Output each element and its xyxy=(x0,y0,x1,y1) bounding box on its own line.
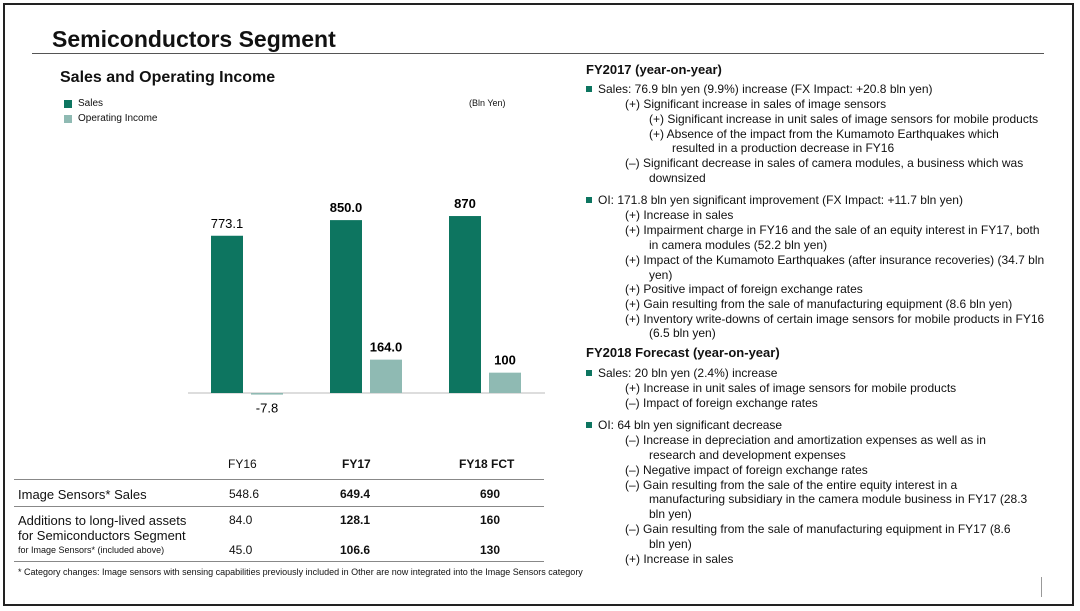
chart-unit: (Bln Yen) xyxy=(469,98,506,108)
fy2017-sales-line: (+) Significant increase in sales of ima… xyxy=(625,97,887,111)
fy2017-oi-head-text: OI: 171.8 bln yen significant improvemen… xyxy=(598,193,963,207)
row2-fy16: 84.0 xyxy=(229,513,253,527)
bullet-square-icon xyxy=(586,196,592,203)
fy2017-sales-head-text: Sales: 76.9 bln yen (9.9%) increase (FX … xyxy=(598,82,933,96)
fy2018-oi-line: bln yen) xyxy=(649,507,692,521)
row3-fy18: 130 xyxy=(480,543,501,557)
fy2018-oi-line: (+) Increase in sales xyxy=(625,552,734,566)
page-marker xyxy=(1041,577,1042,597)
table-header-fy17: FY17 xyxy=(342,457,371,471)
fy2018-oi-head: OI: 64 bln yen significant decrease xyxy=(586,418,782,432)
fy2018-oi-line: (–) Increase in depreciation and amortiz… xyxy=(625,433,986,447)
fy2018-oi-line: bln yen) xyxy=(649,537,692,551)
data-label-sales-0: 773.1 xyxy=(211,216,244,231)
bar-sales-1 xyxy=(330,220,362,393)
bullet-square-icon xyxy=(586,85,592,92)
legend-item-oi: Operating Income xyxy=(64,111,158,126)
bullet-square-icon xyxy=(586,421,592,428)
chart-legend: Sales Operating Income xyxy=(64,96,158,126)
legend-swatch-sales xyxy=(64,99,72,108)
fy2018-sales-head: Sales: 20 bln yen (2.4%) increase xyxy=(586,366,777,380)
fy2018-oi-line: (–) Gain resulting from the sale of the … xyxy=(625,478,958,492)
legend-label-oi: Operating Income xyxy=(78,113,158,124)
row2-label-line2: for Semiconductors Segment xyxy=(18,528,186,543)
row2-fy18: 160 xyxy=(480,513,501,527)
fy2017-sales-line: downsized xyxy=(649,171,706,185)
fy2018-oi-line: research and development expenses xyxy=(649,448,846,462)
fy2017-sales-line: resulted in a production decrease in FY1… xyxy=(672,141,895,155)
fy2017-sales-line: (+) Significant increase in unit sales o… xyxy=(649,112,1039,126)
fy2018-oi-line: manufacturing subsidiary in the camera m… xyxy=(649,492,1028,506)
row3-fy16: 45.0 xyxy=(229,543,253,557)
fy2017-oi-line: yen) xyxy=(649,268,673,282)
fy2018-sales-line: (+) Increase in unit sales of image sens… xyxy=(625,381,957,395)
row3-fy17: 106.6 xyxy=(340,543,371,557)
fy2018-oi-line: (–) Negative impact of foreign exchange … xyxy=(625,463,868,477)
data-label-oi-2: 100 xyxy=(494,353,516,368)
fy2017-oi-line: (+) Increase in sales xyxy=(625,208,734,222)
fy2017-oi-line: (+) Inventory write-downs of certain ima… xyxy=(625,312,1045,326)
fy2017-oi-line: (+) Impact of the Kumamoto Earthquakes (… xyxy=(625,253,1045,267)
table-header-fy18: FY18 FCT xyxy=(459,457,515,471)
table-rule-bottom xyxy=(14,561,544,562)
fy2018-sales-head-text: Sales: 20 bln yen (2.4%) increase xyxy=(598,366,778,380)
fy2017-oi-head: OI: 171.8 bln yen significant improvemen… xyxy=(586,193,963,207)
fy2017-sales-line: (+) Absence of the impact from the Kumam… xyxy=(649,127,999,141)
bar-oi-2 xyxy=(489,372,521,393)
bar-sales-0 xyxy=(211,235,243,393)
legend-swatch-oi xyxy=(64,114,72,123)
bar-oi-1 xyxy=(370,359,402,393)
bar-oi-0 xyxy=(251,393,283,395)
fy2017-sales-line: (–) Significant decrease in sales of cam… xyxy=(625,156,1024,170)
fy2017-sales-head: Sales: 76.9 bln yen (9.9%) increase (FX … xyxy=(586,82,933,96)
row3-label: for Image Sensors* (included above) xyxy=(18,545,165,555)
fy2017-heading: FY2017 (year-on-year) xyxy=(586,62,722,77)
row1-fy16: 548.6 xyxy=(229,487,260,501)
legend-item-sales: Sales xyxy=(64,96,158,111)
data-label-oi-1: 164.0 xyxy=(370,340,403,355)
title-divider xyxy=(32,53,1044,54)
fy2017-oi-line: in camera modules (52.2 bln yen) xyxy=(649,238,828,252)
fy2017-oi-line: (+) Positive impact of foreign exchange … xyxy=(625,282,863,296)
table-header-fy16: FY16 xyxy=(228,457,257,471)
fy2017-oi-line: (+) Impairment charge in FY16 and the sa… xyxy=(625,223,1040,237)
fy2017-oi-line: (6.5 bln yen) xyxy=(649,326,716,340)
row1-fy17: 649.4 xyxy=(340,487,371,501)
row1-label: Image Sensors* Sales xyxy=(18,487,147,502)
bar-sales-2 xyxy=(449,216,481,393)
fy2018-heading: FY2018 Forecast (year-on-year) xyxy=(586,345,780,360)
table-rule-top xyxy=(14,479,544,480)
row1-fy18: 690 xyxy=(480,487,501,501)
fy2018-oi-head-text: OI: 64 bln yen significant decrease xyxy=(598,418,783,432)
legend-label-sales: Sales xyxy=(78,98,104,109)
row2-fy17: 128.1 xyxy=(340,513,371,527)
fy2018-sales-line: (–) Impact of foreign exchange rates xyxy=(625,396,818,410)
bullet-square-icon xyxy=(586,369,592,376)
row2-label-line1: Additions to long-lived assets xyxy=(18,513,187,528)
table-rule-mid xyxy=(14,506,544,507)
data-label-sales-1: 850.0 xyxy=(330,200,363,215)
page-title: Semiconductors Segment xyxy=(52,26,336,52)
data-label-oi-0: -7.8 xyxy=(256,401,278,416)
data-label-sales-2: 870 xyxy=(454,196,476,211)
chart-title: Sales and Operating Income xyxy=(60,69,276,86)
bar-chart: 773.1 850.0 870 -7.8 164.0 100 xyxy=(188,196,545,416)
fy2017-oi-line: (+) Gain resulting from the sale of manu… xyxy=(625,297,1013,311)
fy2018-oi-line: (–) Gain resulting from the sale of manu… xyxy=(625,522,1011,536)
footnote: * Category changes: Image sensors with s… xyxy=(18,567,583,577)
slide-frame xyxy=(3,3,1074,606)
